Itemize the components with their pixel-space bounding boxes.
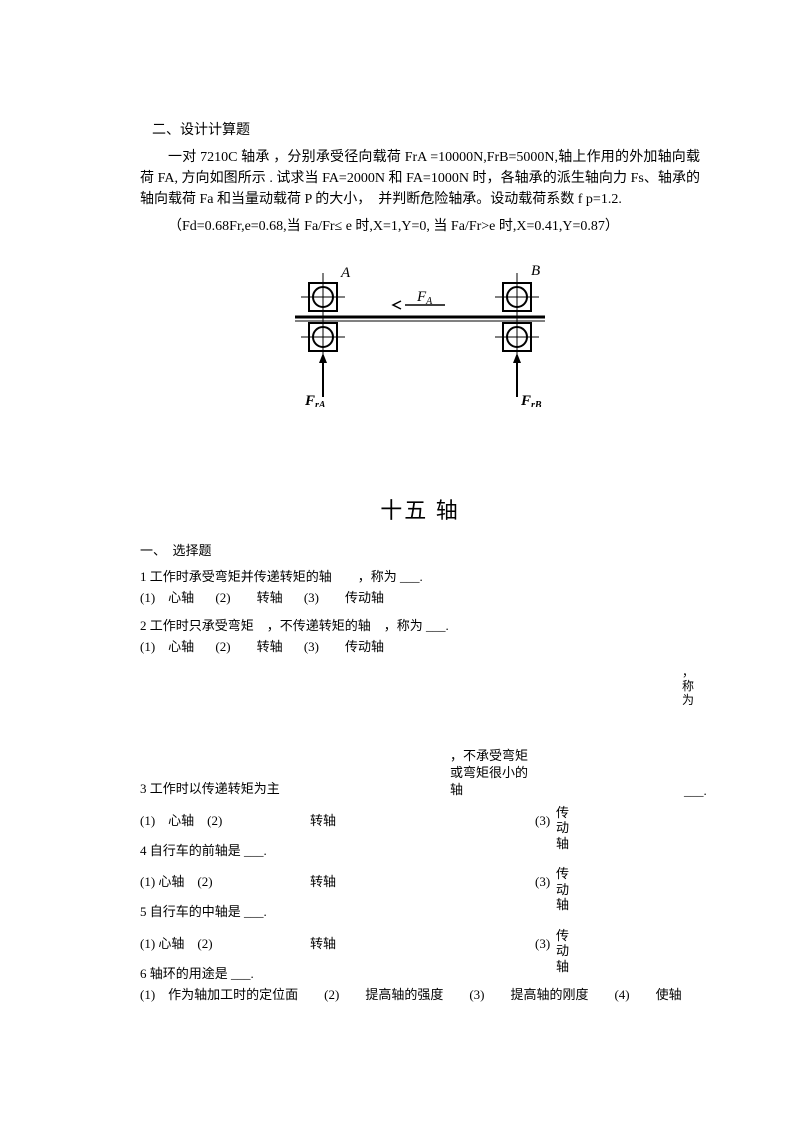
q2-opt1: (1) 心轴 xyxy=(140,639,194,654)
q6-options: (1) 作为轴加工时的定位面 (2) 提高轴的强度 (3) 提高轴的刚度 (4)… xyxy=(140,985,700,1005)
q1-opt2: (2) 转轴 xyxy=(215,590,282,605)
q3-mid: ，不承受弯矩或弯矩很小的轴 xyxy=(450,748,530,799)
q6-text: 6 轴环的用途是 ___. xyxy=(140,964,700,984)
q3-opt-mid: 转轴 xyxy=(310,811,336,831)
q2-opt3: (3) 传动轴 xyxy=(304,639,384,654)
fig-label-b: B xyxy=(531,263,540,279)
q5-options: (1) 心轴 (2) 转轴 (3) 传动轴 xyxy=(140,928,700,958)
q5-opt3: (3) xyxy=(535,934,550,954)
calc-note-text: （Fd=0.68Fr,e=0.68,当 Fa/Fr≤ e 时,X=1,Y=0, … xyxy=(140,216,700,237)
q4-text: 4 自行车的前轴是 ___. xyxy=(140,841,700,861)
q6-opts: (1) 作为轴加工时的定位面 (2) 提高轴的强度 (3) 提高轴的刚度 (4)… xyxy=(140,985,682,1005)
fig-label-a: A xyxy=(340,265,351,281)
q5-text: 5 自行车的中轴是 ___. xyxy=(140,902,700,922)
q2-opt2: (2) 转轴 xyxy=(215,639,282,654)
chapter-title: 十五 轴 xyxy=(140,494,700,527)
q5-opt4: 传动轴 xyxy=(556,928,572,975)
calc-section-heading: 二、设计计算题 xyxy=(152,120,700,141)
fig-label-frb: FrB xyxy=(520,393,542,407)
q3-row: 3 工作时以传递转矩为主 ，不承受弯矩或弯矩很小的轴 ___. xyxy=(140,745,700,799)
fig-label-fa: FA xyxy=(416,289,433,307)
q5-opt-mid: 转轴 xyxy=(310,934,336,954)
q4-opt3: (3) xyxy=(535,872,550,892)
floating-right-text: ，称为 xyxy=(682,665,700,708)
q4-opt-mid: 转轴 xyxy=(310,872,336,892)
q1-opt1: (1) 心轴 xyxy=(140,590,194,605)
bearing-diagram-svg: A B FA FrA FrB xyxy=(265,257,575,407)
floating-fragment: ，称为 xyxy=(140,665,700,715)
q3-opt4: 传动轴 xyxy=(556,805,572,852)
q3-right: ___. xyxy=(684,783,700,799)
q4-options: (1) 心轴 (2) 转轴 (3) 传动轴 xyxy=(140,866,700,896)
q4-opt4: 传动轴 xyxy=(556,866,572,913)
q4-opt12: (1) 心轴 (2) xyxy=(140,872,213,892)
q1-opt3: (3) 传动轴 xyxy=(304,590,384,605)
q1-text: 1 工作时承受弯矩并传递转矩的轴 ，称为 ___. xyxy=(140,567,700,587)
q3-opt12: (1) 心轴 (2) xyxy=(140,811,222,831)
q1-options: (1) 心轴 (2) 转轴 (3) 传动轴 xyxy=(140,588,700,608)
q2-options: (1) 心轴 (2) 转轴 (3) 传动轴 xyxy=(140,637,700,657)
q5-opt12: (1) 心轴 (2) xyxy=(140,934,213,954)
calc-problem-text: 一对 7210C 轴承 ，分别承受径向载荷 FrA =10000N,FrB=50… xyxy=(140,147,700,210)
bearing-figure: A B FA FrA FrB xyxy=(140,257,700,414)
q3-opt3: (3) xyxy=(535,811,550,831)
q2-text: 2 工作时只承受弯矩 ，不传递转矩的轴 ，称为 ___. xyxy=(140,616,700,636)
mc-heading: 一、 选择题 xyxy=(140,541,700,561)
q3-options: (1) 心轴 (2) 转轴 (3) 传动轴 xyxy=(140,805,700,835)
q3-left: 3 工作时以传递转矩为主 xyxy=(140,779,280,799)
